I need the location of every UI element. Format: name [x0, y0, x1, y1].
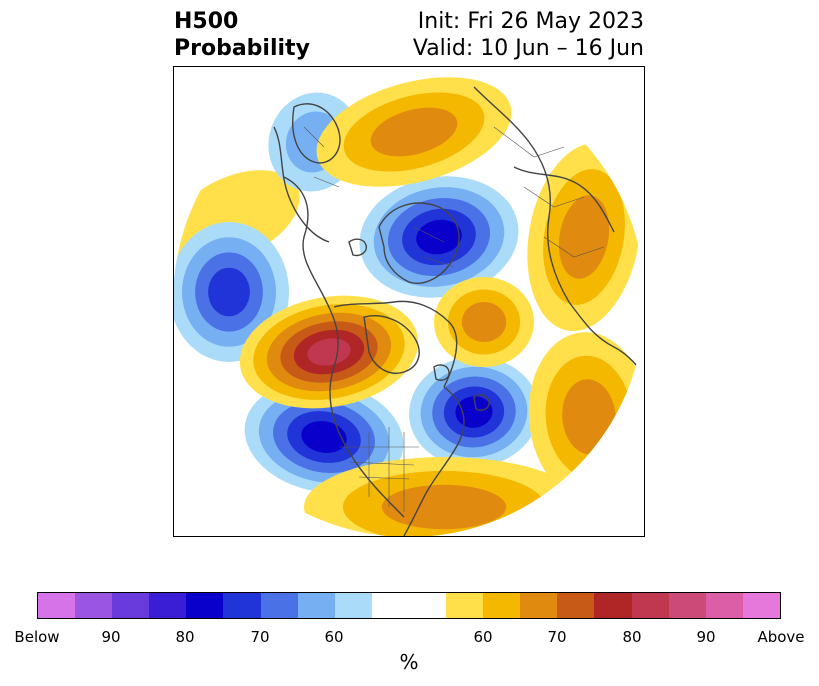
title-line-1: H500	[174, 9, 239, 34]
colorbar-segment	[594, 593, 632, 618]
colorbar-tick-label: 80	[622, 628, 642, 646]
colorbar-segment	[668, 593, 706, 618]
anomaly-fields	[174, 77, 644, 536]
alaska-high-contour	[307, 338, 351, 366]
colorbar-segment	[75, 593, 113, 618]
colorbar-tick-label: 90	[696, 628, 716, 646]
colorbar-segment	[446, 593, 484, 618]
colorbar-segment	[297, 593, 335, 618]
probability-map	[173, 66, 645, 537]
colorbar-tick-label: 80	[175, 628, 195, 646]
east-pacific-high-contour	[558, 195, 610, 279]
colorbar-segment	[38, 593, 76, 618]
colorbar-segment	[186, 593, 224, 618]
map-dates: Init: Fri 26 May 2023 Valid: 10 Jun – 16…	[413, 8, 644, 62]
northeast-pacific-low-contour	[301, 421, 347, 453]
colorbar-segment	[705, 593, 743, 618]
colorbar-segment	[483, 593, 521, 618]
colorbar-segment	[371, 593, 409, 618]
colorbar-tick-label: Below	[14, 628, 60, 646]
baffin-high-contour	[461, 302, 507, 342]
us-high-contour	[381, 484, 507, 530]
colorbar	[37, 592, 781, 619]
colorbar-unit-label: %	[399, 650, 419, 674]
colorbar-segment	[112, 593, 150, 618]
colorbar-segment	[260, 593, 298, 618]
map-title: H500 Probability	[174, 8, 310, 62]
central-atlantic-high-contour	[562, 379, 616, 455]
colorbar-segment	[742, 593, 780, 618]
colorbar-segment	[223, 593, 261, 618]
coastlines	[273, 86, 644, 536]
init-date: Init: Fri 26 May 2023	[417, 9, 644, 34]
colorbar-tick-label: 70	[547, 628, 567, 646]
colorbar-tick-label: 90	[101, 628, 121, 646]
colorbar-tick-label: 70	[250, 628, 270, 646]
colorbar-segment	[334, 593, 372, 618]
arctic-siberia-high-contour	[370, 107, 458, 157]
colorbar-tick-label: Above	[757, 628, 805, 646]
colorbar-segment	[520, 593, 558, 618]
colorbar-segment	[408, 593, 447, 618]
north-atlantic-low-contour	[455, 396, 493, 428]
north-pacific-low-contour	[208, 267, 250, 317]
map-canvas	[174, 77, 644, 536]
borders	[303, 126, 605, 512]
greenland-arctic-low-contour	[416, 219, 462, 255]
valid-date: Valid: 10 Jun – 16 Jun	[412, 36, 644, 61]
title-line-2: Probability	[174, 36, 310, 61]
colorbar-tick-label: 60	[324, 628, 344, 646]
colorbar-segment	[149, 593, 187, 618]
colorbar-segment	[631, 593, 669, 618]
colorbar-tick-label: 60	[473, 628, 493, 646]
colorbar-segment	[557, 593, 595, 618]
